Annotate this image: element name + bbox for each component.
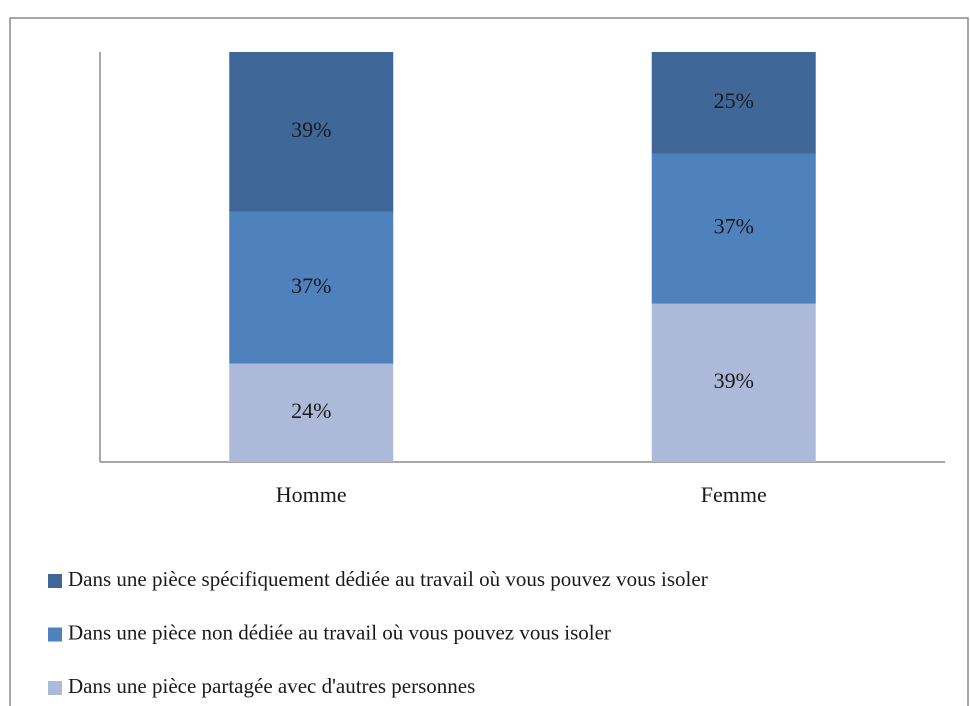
legend-swatch	[48, 574, 62, 588]
value-label: 39%	[291, 117, 331, 142]
value-label: 24%	[291, 398, 331, 423]
legend-swatch	[48, 681, 62, 695]
legend-label: Dans une pièce spécifiquement dédiée au …	[68, 567, 708, 591]
bar-segment	[229, 52, 394, 212]
bar-segment	[651, 52, 816, 154]
bar-segment	[651, 153, 816, 304]
legend-swatch	[48, 627, 62, 642]
chart-frame	[9, 17, 969, 706]
value-label: 25%	[714, 88, 754, 113]
legend-label: Dans une pièce non dédiée au travail où …	[68, 620, 611, 644]
bar-segment	[229, 211, 394, 364]
bar-segment	[229, 363, 394, 462]
bar-segment	[651, 303, 816, 462]
x-tick-label: Femme	[701, 482, 767, 507]
value-label: 39%	[714, 368, 754, 393]
value-label: 37%	[714, 214, 754, 239]
value-label: 37%	[291, 273, 331, 298]
legend-label: Dans une pièce partagée avec d'autres pe…	[68, 674, 475, 698]
x-tick-label: Homme	[276, 482, 347, 507]
